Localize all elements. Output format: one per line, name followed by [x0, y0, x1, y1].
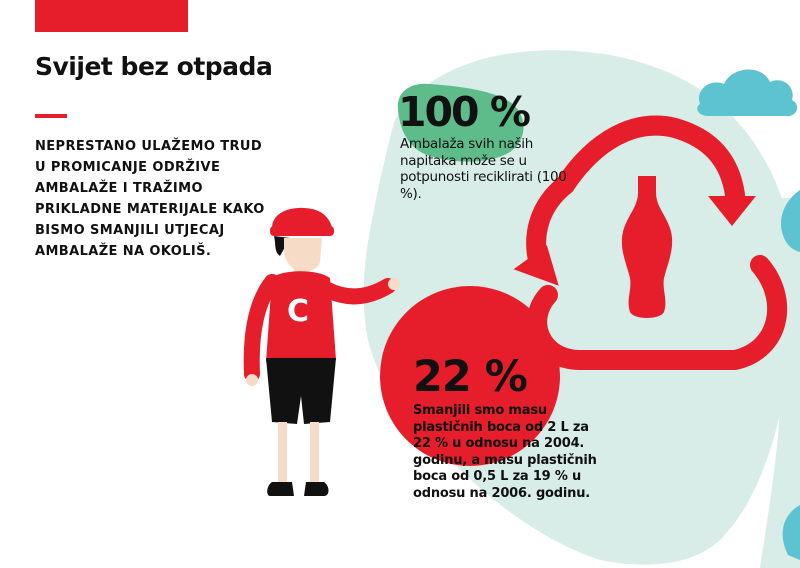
arrowhead-top-right: [708, 196, 756, 226]
bottle-icon: [621, 176, 673, 318]
cloud-edge-icon: [780, 190, 800, 252]
top-accent-bar: [35, 0, 188, 32]
background-blob-edge: [760, 198, 800, 568]
teal-blob-bottom: [782, 505, 800, 560]
stat-value-reduction: 22 %: [413, 352, 528, 402]
stat-description-recyclable: Ambalaža svih naših napitaka može se u p…: [400, 136, 567, 202]
mascot-letter: C: [287, 294, 309, 329]
green-blob: [397, 83, 524, 162]
recycle-arrows-icon: [527, 115, 788, 370]
arrowhead-left: [513, 245, 559, 286]
page-title: Svijet bez otpada: [35, 52, 273, 81]
stat-description-reduction: Smanjili smo masu plastičnih boca od 2 L…: [413, 403, 597, 501]
title-underline: [35, 114, 67, 118]
stat-value-recyclable: 100 %: [398, 88, 531, 136]
red-circle: [380, 286, 560, 466]
intro-text: NEPRESTANO ULAŽEMO TRUD U PROMICANJE ODR…: [35, 139, 265, 259]
cloud-icon: [697, 69, 798, 116]
mascot: C: [243, 207, 400, 496]
